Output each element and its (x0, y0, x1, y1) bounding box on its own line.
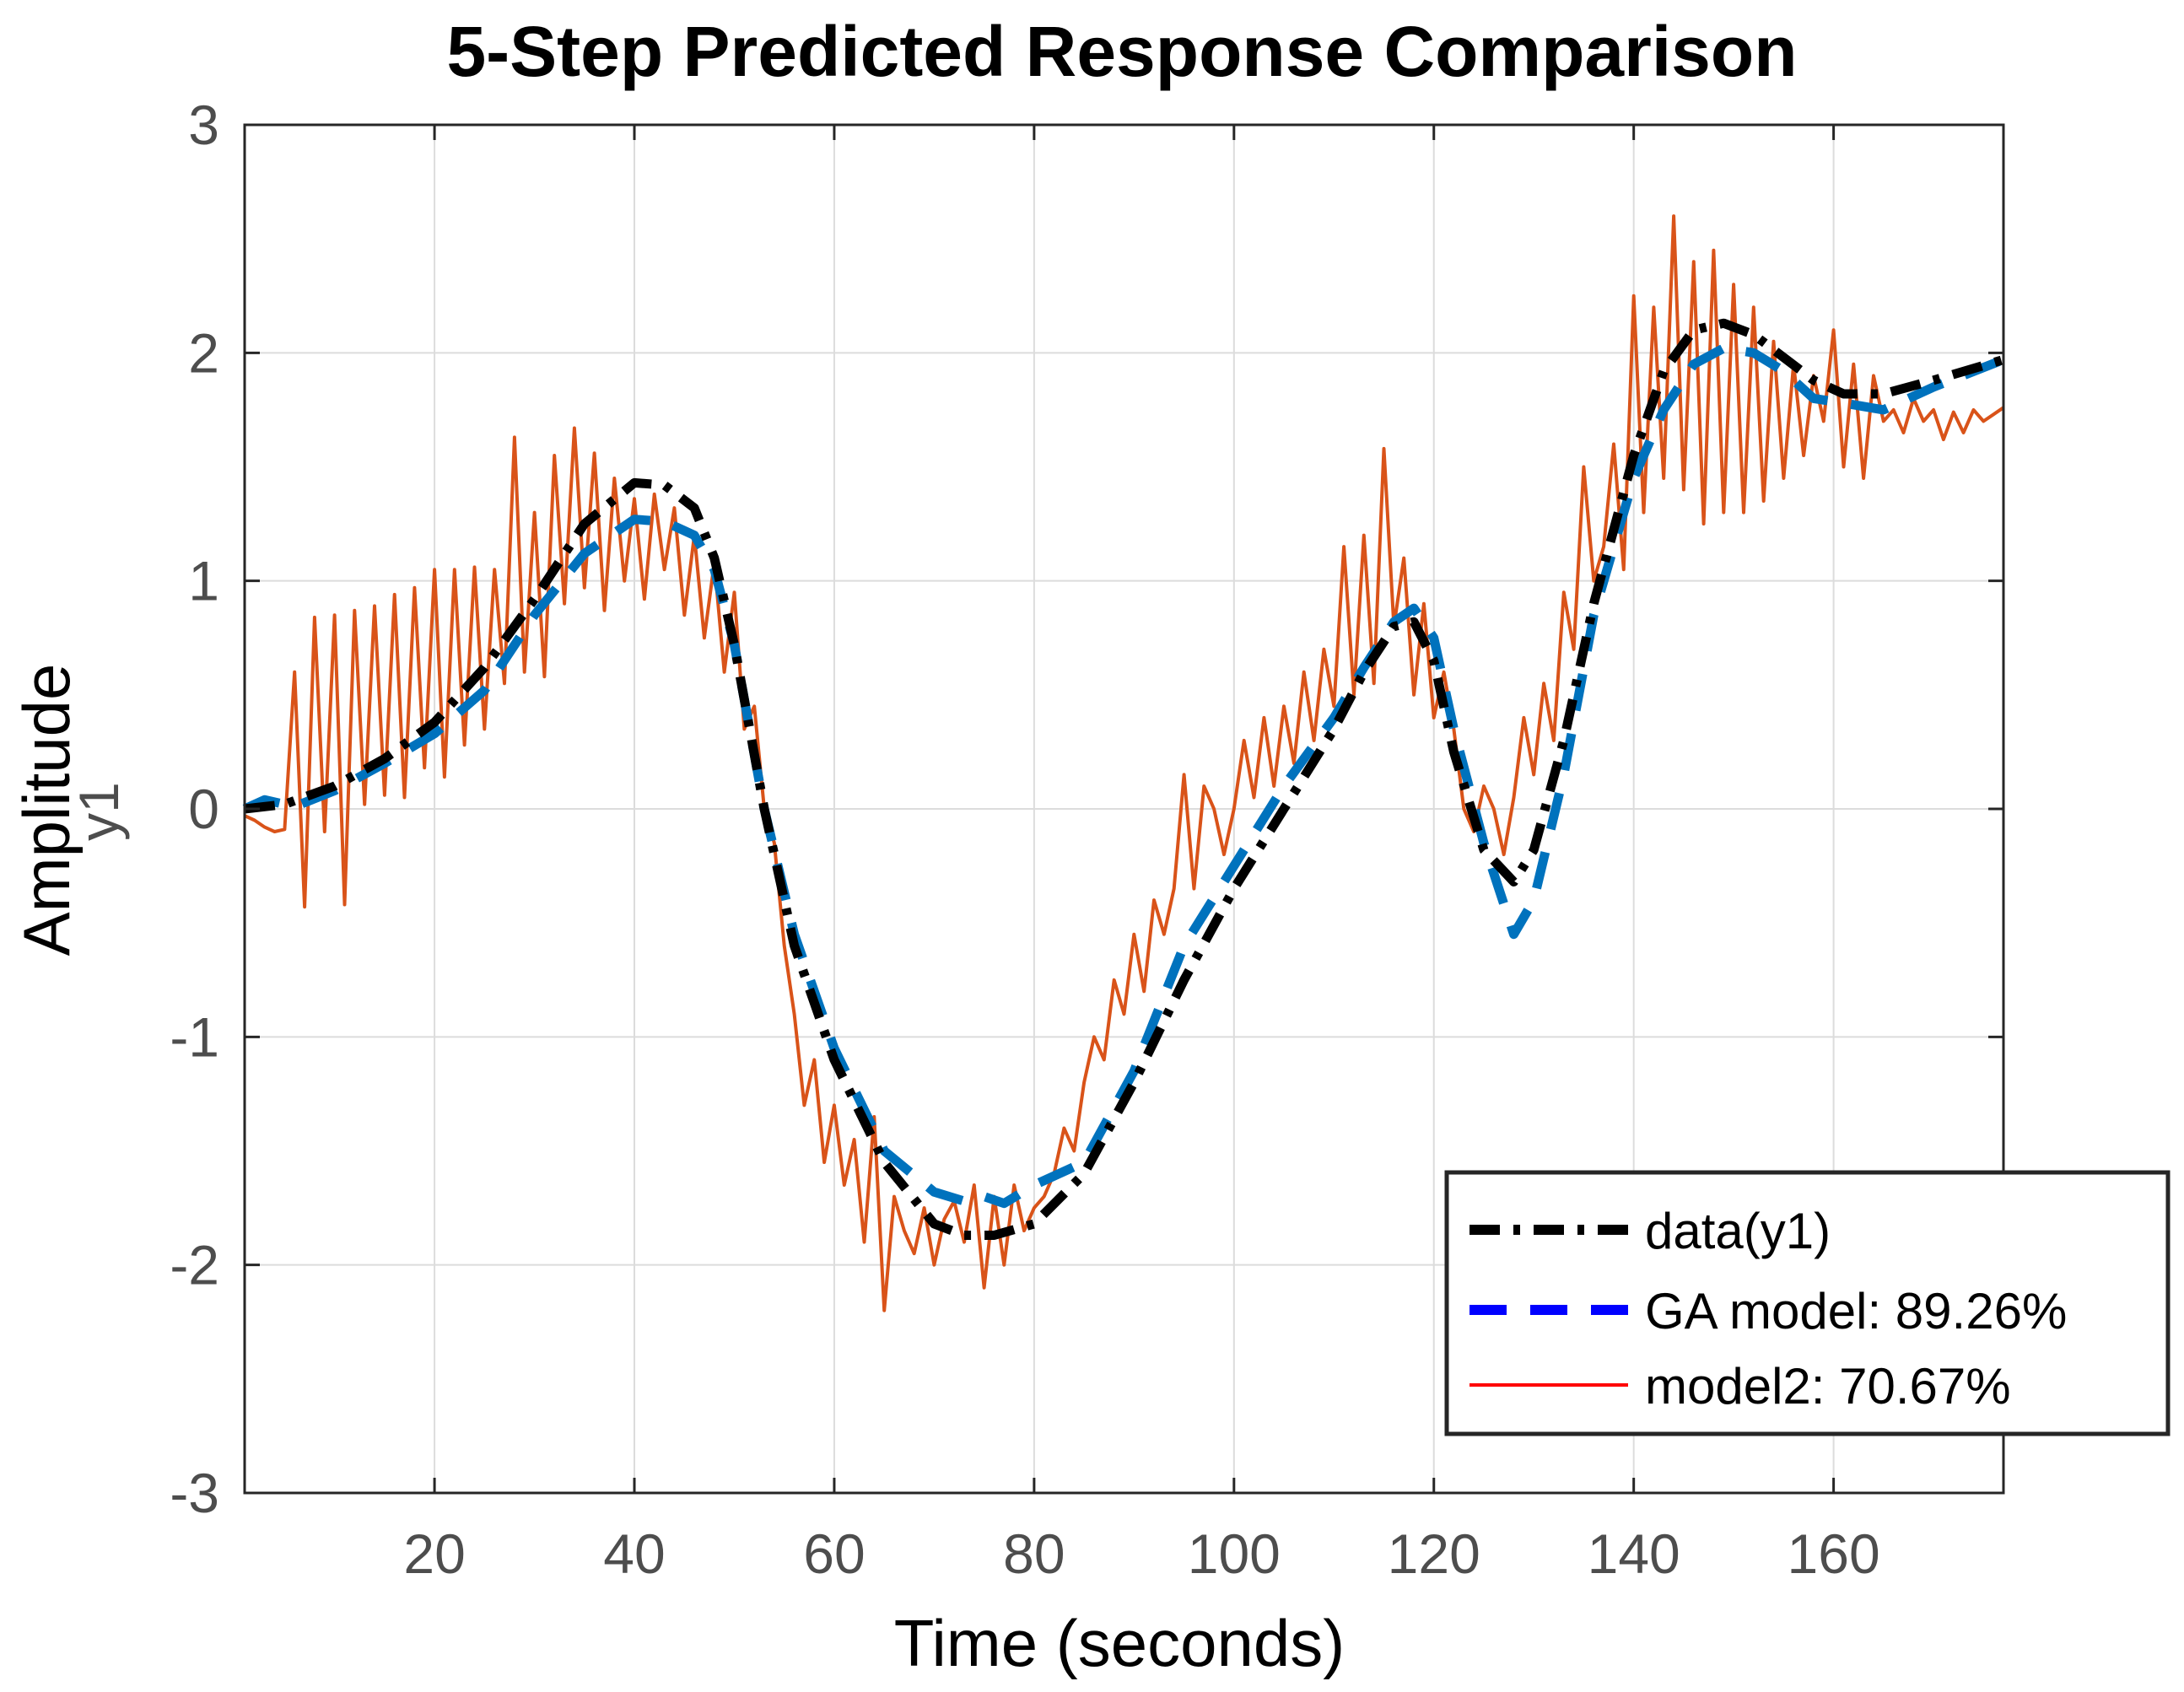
y-axis-sublabel: y1 (67, 782, 130, 841)
series-data (244, 318, 2005, 1240)
y-axis-label: Amplitude (9, 664, 84, 956)
x-tick-label: 140 (1588, 1522, 1680, 1585)
x-axis-label: Time (seconds) (894, 1606, 1345, 1680)
series-ga-model (242, 343, 2006, 1209)
series-model2 (244, 214, 2005, 1312)
x-tick-label: 160 (1788, 1522, 1880, 1585)
series-layer (242, 214, 2006, 1312)
x-tick-label: 20 (403, 1522, 465, 1585)
y-tick-label: -1 (170, 1005, 219, 1068)
legend: data(y1) GA model: 89.26% model2: 70.67% (1444, 1170, 2171, 1436)
y-ticks: -3 -2 -1 0 1 2 3 (170, 94, 2003, 1524)
y-tick-label: 3 (188, 94, 219, 156)
y-tick-label: -2 (170, 1234, 219, 1296)
legend-label-data: data(y1) (1645, 1203, 1831, 1259)
x-ticks: 20 40 60 80 100 120 140 160 (403, 125, 1880, 1585)
x-tick-label: 100 (1188, 1522, 1281, 1585)
x-tick-label: 120 (1388, 1522, 1480, 1585)
y-tick-label: 1 (188, 550, 219, 612)
x-tick-label: 80 (1003, 1522, 1065, 1585)
x-tick-label: 60 (803, 1522, 865, 1585)
legend-box (1444, 1170, 2171, 1436)
legend-label-model2: model2: 70.67% (1645, 1358, 2011, 1414)
x-tick-label: 40 (603, 1522, 665, 1585)
y-tick-label: -3 (170, 1462, 219, 1524)
y-tick-label: 2 (188, 321, 219, 384)
y-tick-label: 0 (188, 778, 219, 840)
legend-label-ga-model: GA model: 89.26% (1645, 1283, 2067, 1339)
chart-title: 5-Step Predicted Response Comparison (446, 12, 1797, 91)
